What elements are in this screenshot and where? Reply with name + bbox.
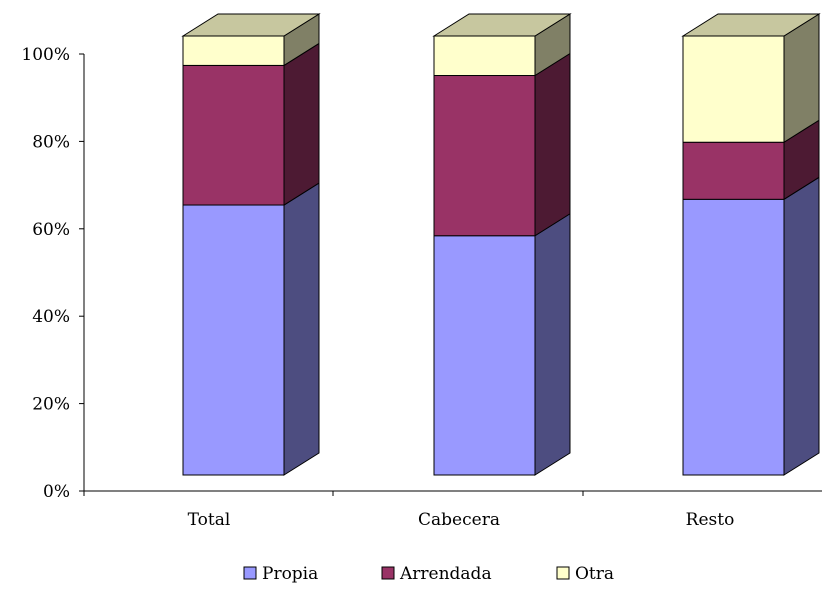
bar-side-face [534,212,571,476]
bar-segment-propia-cabecera [433,212,571,476]
legend-label: Propia [262,564,318,584]
bar-front-face [182,35,285,66]
legend-item-propia: Propia [243,564,318,584]
bars-group [181,13,821,476]
bar-front-face [433,235,536,476]
bar-top-face [432,13,572,37]
bar-side-face [283,182,320,476]
legend: Propia Arrendada Otra [243,564,614,584]
x-tick-label: Resto [686,510,735,530]
legend-swatch [381,566,395,580]
bar-segment-otra-resto [681,13,821,144]
bar-segment-arrendada-resto [682,119,820,201]
axes-group: 0% 20% 40% 60% 80% 100% Total Cabecera Resto [21,45,822,530]
legend-label: Otra [575,564,614,584]
bar-front-face [433,75,536,237]
legend-swatch [243,566,257,580]
x-tick-label: Total [188,510,231,530]
bar-top-face [681,13,821,37]
y-tick-label: 40% [32,307,70,327]
bar-front-face [682,35,785,143]
bar-segment-propia-total [182,182,320,476]
legend-label: Arrendada [399,564,492,584]
x-tick-label: Cabecera [418,510,500,530]
bar-side-face [283,42,320,206]
bar-front-face [682,141,785,200]
bar-front-face [682,198,785,476]
y-tick-label: 0% [43,482,70,502]
legend-swatch [556,566,570,580]
bar-front-face [182,64,285,206]
bar-segment-arrendada-total [182,42,320,206]
bar-side-face [783,176,820,476]
bar-segment-otra-total [181,13,321,67]
y-tick-label: 20% [32,395,70,415]
bar-top-face [181,13,321,37]
bar-side-face [534,52,571,237]
bar-front-face [433,35,536,77]
y-tick-label: 100% [21,45,70,65]
bar-segment-otra-cabecera [432,13,572,77]
legend-item-otra: Otra [556,564,614,584]
y-tick-label: 80% [32,132,70,152]
y-tick-label: 60% [32,220,70,240]
bar-segment-propia-resto [682,176,820,476]
legend-item-arrendada: Arrendada [381,564,492,584]
bar-segment-arrendada-cabecera [433,52,571,237]
bar-front-face [182,204,285,476]
